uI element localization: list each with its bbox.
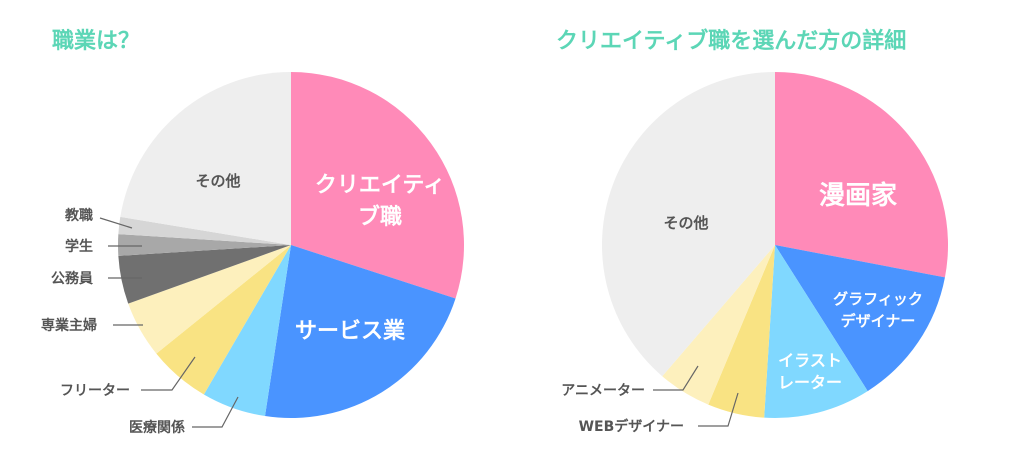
slice-label: サービス業 (295, 319, 406, 344)
pie-slice (118, 234, 291, 256)
slice-label: ブ職 (358, 204, 402, 230)
slice-label: フリーター (60, 383, 130, 399)
leader-line (141, 356, 196, 391)
pie-slice (775, 72, 948, 278)
slice-label: 教職 (65, 207, 93, 224)
pie-slice (265, 245, 456, 418)
slice-label: 医療関係 (129, 419, 185, 436)
slice-label: レーター (778, 373, 842, 392)
slice-label: デザイナー (841, 312, 916, 330)
chart-title-creative-detail: クリエイティブ職を選んだ方の詳細 (556, 28, 906, 54)
pie-slice (602, 71, 775, 377)
pie-slice (128, 245, 291, 354)
leader-line (192, 396, 239, 428)
slice-label: イラスト (778, 351, 842, 370)
pie-slice (156, 245, 291, 395)
slice-label: 専業主婦 (41, 317, 97, 334)
pie-slice (291, 72, 464, 299)
slice-label: グラフィック (833, 290, 923, 308)
leader-line (653, 365, 699, 391)
slice-label: その他 (195, 172, 240, 190)
pie-slice (764, 245, 868, 419)
slice-label: 漫画家 (819, 180, 897, 211)
leader-line (698, 392, 739, 427)
pie-slice (118, 245, 292, 304)
pie-slice (775, 245, 945, 392)
pie-slice (203, 245, 291, 417)
slice-label: アニメーター (561, 383, 645, 399)
pie-slice (662, 245, 775, 405)
slice-label: 学生 (65, 238, 93, 255)
slice-label: その他 (663, 214, 708, 232)
slice-label: 公務員 (51, 270, 93, 287)
pie-slice (118, 216, 292, 245)
pie-slice (708, 245, 775, 418)
slice-label: クリエイティ (315, 173, 445, 198)
slice-label: WEBデザイナー (579, 418, 684, 435)
pie-slice (120, 72, 291, 245)
chart-title-occupation: 職業は？ (52, 28, 140, 54)
leader-line (99, 217, 133, 229)
